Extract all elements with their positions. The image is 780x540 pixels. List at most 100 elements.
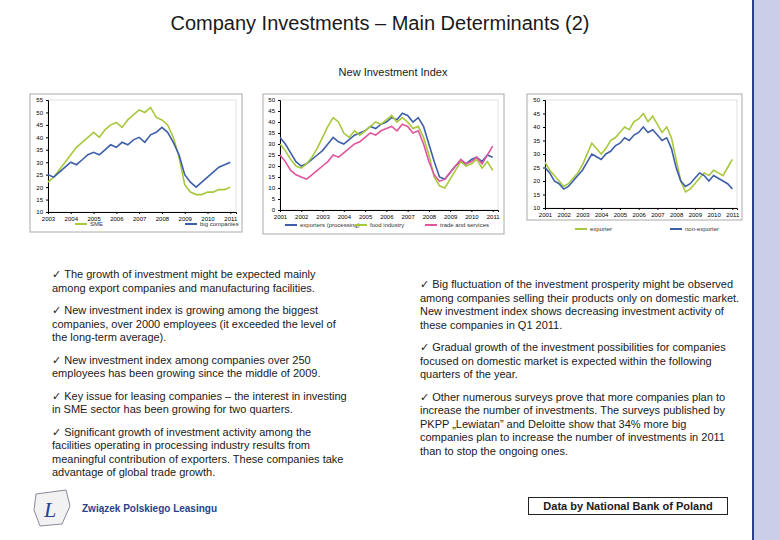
series-line [280, 113, 493, 179]
logo-text: Związek Polskiego Leasingu [82, 503, 217, 514]
x-tick-mark [94, 212, 95, 214]
series-line [545, 127, 732, 189]
x-tick-mark [365, 210, 366, 212]
y-tick: 55 [36, 97, 48, 103]
y-tick-mark [543, 100, 545, 101]
series-line [545, 114, 732, 192]
x-tick: 2011 [487, 210, 501, 220]
y-tick-label: 20 [533, 178, 540, 184]
y-tick-label: 35 [36, 147, 43, 153]
y-tick-label: 25 [268, 152, 275, 158]
x-tick: 2002 [558, 208, 572, 218]
x-tick-label: 2004 [65, 216, 79, 222]
y-tick-mark [46, 112, 48, 113]
bullet-text: Significant growth of investment activit… [52, 426, 343, 479]
y-tick: 45 [268, 108, 280, 114]
logo-shape [34, 490, 70, 526]
y-tick-label: 15 [268, 174, 275, 180]
x-tick-label: 2009 [444, 214, 458, 220]
series-line [48, 107, 230, 194]
x-tick: 2001 [274, 210, 288, 220]
y-tick: 45 [533, 111, 545, 117]
legend-item: trade and services [425, 222, 489, 228]
legend-label: trade and services [440, 222, 489, 228]
x-tick-mark [620, 208, 621, 210]
x-tick-mark [185, 212, 186, 214]
x-tick: 2009 [444, 210, 458, 220]
legend-item: non-exporter [670, 226, 719, 232]
x-tick-label: 2005 [614, 212, 628, 218]
x-tick-label: 2011 [726, 212, 740, 218]
legend-swatch [575, 228, 587, 230]
y-tick: 10 [36, 209, 48, 215]
x-tick: 2002 [295, 210, 309, 220]
x-tick-label: 2001 [274, 214, 288, 220]
bullet: ✓Other numerous surveys prove that more … [420, 391, 740, 459]
x-tick: 2003 [316, 210, 330, 220]
bullet: ✓Gradual growth of the investment possib… [420, 341, 740, 382]
y-axis: 05101520253035404550 [268, 97, 280, 213]
logo-mark: L [43, 497, 56, 522]
x-tick-label: 2008 [670, 212, 684, 218]
bullet-mark: ✓ [52, 268, 61, 280]
y-tick-mark [543, 154, 545, 155]
x-tick: 2008 [670, 208, 684, 218]
legend-swatch [355, 224, 367, 226]
y-tick-label: 25 [36, 172, 43, 178]
y-tick-mark [278, 199, 280, 200]
x-tick-label: 2003 [42, 216, 56, 222]
y-tick: 50 [268, 97, 280, 103]
x-axis-line [281, 211, 499, 213]
legend-label: non-exporter [685, 226, 719, 232]
y-tick: 15 [268, 174, 280, 180]
legend-swatch [425, 224, 437, 226]
y-tick-label: 50 [36, 110, 43, 116]
bullet: ✓New investment index is growing among t… [52, 304, 352, 345]
x-tick-label: 2007 [651, 212, 665, 218]
chart: 2001200220032004200520062007200820092010… [527, 94, 742, 232]
x-tick-mark [564, 208, 565, 210]
x-tick-mark [601, 208, 602, 210]
y-tick-label: 25 [533, 165, 540, 171]
plot-area [280, 113, 493, 188]
series-line [48, 127, 230, 187]
x-tick-label: 2002 [558, 212, 572, 218]
chart-frame [527, 94, 742, 220]
series-line [280, 115, 493, 188]
y-tick-label: 30 [533, 151, 540, 157]
x-tick: 2009 [689, 208, 703, 218]
x-tick-mark [344, 210, 345, 212]
bullet-text: New investment index among companies ove… [52, 354, 320, 380]
y-tick-label: 55 [36, 97, 43, 103]
x-tick-label: 2008 [156, 216, 170, 222]
x-tick: 2003 [576, 208, 590, 218]
y-axis: 101520253035404550 [533, 97, 545, 211]
bullet-mark: ✓ [52, 304, 61, 316]
legend-item: big companies [185, 221, 239, 227]
bullet-text: New investment index is growing among th… [52, 304, 336, 343]
x-tick: 2004 [338, 210, 352, 220]
x-tick-label: 2010 [465, 214, 479, 220]
x-tick-label: 2008 [423, 214, 437, 220]
y-axis-line [543, 101, 546, 209]
y-tick-label: 40 [533, 124, 540, 130]
y-tick-label: 35 [268, 130, 275, 136]
y-tick-label: 5 [272, 196, 276, 202]
y-tick-mark [278, 144, 280, 145]
y-tick: 50 [36, 110, 48, 116]
y-axis: 10152025303540455055 [36, 97, 48, 215]
side-line [752, 0, 754, 540]
x-tick-mark [493, 210, 494, 212]
y-tick: 10 [268, 185, 280, 191]
plot-frame [48, 100, 236, 212]
y-tick-mark [278, 188, 280, 189]
x-tick: 2004 [595, 208, 609, 218]
bullet: ✓Significant growth of investment activi… [52, 426, 352, 480]
y-tick-mark [46, 100, 48, 101]
y-tick-label: 45 [268, 108, 275, 114]
y-tick: 35 [533, 138, 545, 144]
x-tick-mark [676, 208, 677, 210]
legend-swatch [75, 223, 87, 225]
bullet-mark: ✓ [420, 341, 429, 353]
bullet-mark: ✓ [420, 278, 429, 290]
